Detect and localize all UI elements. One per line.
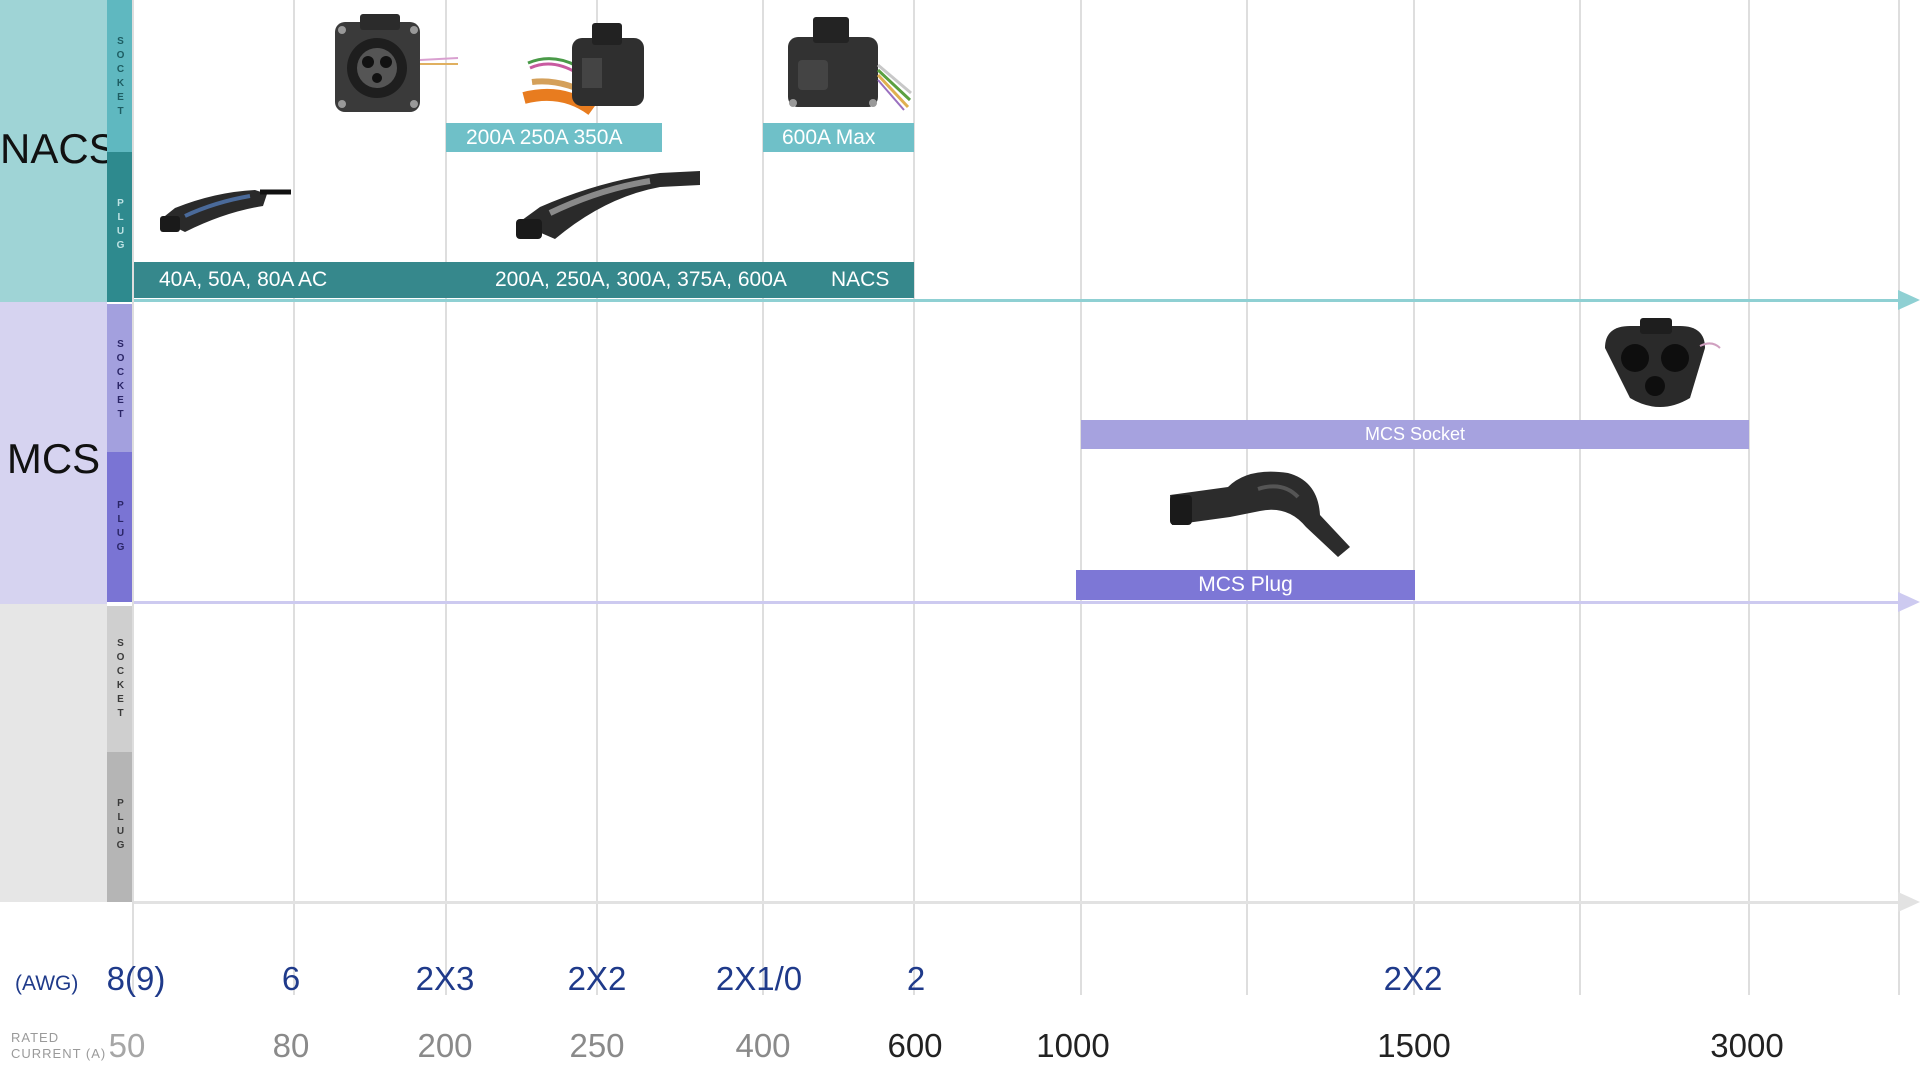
awg-tick-1: 6 — [281, 960, 301, 997]
nacs-socket-photo — [335, 14, 459, 112]
nacs-dc-plug-photo — [516, 171, 700, 239]
nacs-arrow-line — [134, 299, 1904, 302]
nacs-socket-bar-2: 600A Max — [763, 123, 914, 152]
nacs-band — [0, 0, 107, 302]
mcs-socket-photo — [1605, 318, 1721, 407]
gridline-80 — [293, 0, 295, 995]
awg-tick-0: 8(9) — [106, 960, 166, 997]
mcs-plug-tab — [107, 452, 134, 602]
nacs-dc-socket-photo — [522, 23, 644, 115]
nacs-plug-bar-label-1: 40A, 50A, 80A AC — [159, 268, 328, 291]
gridline-2000 — [1579, 0, 1581, 995]
awg-tick-4: 2X1/0 — [715, 960, 803, 997]
mcs-band — [0, 302, 107, 604]
gridline-1000 — [1080, 0, 1082, 995]
awg-axis-label: (AWG) — [15, 972, 79, 995]
nacs-600a-socket-photo — [788, 17, 912, 111]
gray-band — [0, 604, 107, 902]
gridline-200 — [445, 0, 447, 995]
mcs-socket-bar-label: MCS Socket — [1364, 424, 1466, 444]
awg-tick-3: 2X2 — [567, 960, 627, 997]
current-tick-1: 80 — [272, 1027, 310, 1064]
mcs-row-label: MCS — [6, 435, 101, 482]
gridline-250 — [596, 0, 598, 995]
nacs-socket-bar-1-label: 200A 250A 350A — [466, 126, 623, 149]
awg-tick-5: 2 — [906, 960, 926, 997]
nacs-row-label: NACS — [0, 125, 117, 172]
gridline-400 — [762, 0, 764, 995]
mcs-socket-tab — [107, 304, 134, 452]
current-tick-7: 1500 — [1377, 1027, 1451, 1064]
gridline-600 — [913, 0, 915, 995]
gray-plug-tab — [107, 752, 134, 902]
current-tick-5: 600 — [887, 1027, 943, 1064]
current-tick-3: 250 — [569, 1027, 625, 1064]
nacs-plug-bar: 40A, 50A, 80A AC 200A, 250A, 300A, 375A,… — [134, 262, 914, 298]
mcs-plug-bar-label: MCS Plug — [1198, 573, 1293, 596]
awg-tick-2: 2X3 — [415, 960, 475, 997]
nacs-plug-tab — [107, 152, 134, 302]
current-tick-0: 50 — [108, 1027, 146, 1064]
gridline-3000 — [1748, 0, 1750, 995]
gray-arrow-head — [1898, 892, 1920, 912]
mcs-plug-photo — [1170, 471, 1350, 557]
nacs-ac-plug-photo — [160, 189, 291, 232]
nacs-socket-bar-2-label: 600A Max — [782, 126, 876, 149]
current-tick-6: 1000 — [1036, 1027, 1110, 1064]
nacs-arrow-head — [1898, 290, 1920, 310]
gridline-end — [1898, 0, 1900, 995]
mcs-socket-bar: MCS Socket — [1081, 420, 1749, 449]
gridline-50 — [132, 0, 134, 995]
gridline-1500 — [1413, 0, 1415, 995]
current-axis-label-line1: RATED — [11, 1030, 60, 1045]
mcs-arrow-head — [1898, 592, 1920, 612]
gray-arrow-line — [134, 901, 1904, 904]
current-axis-label-line2: CURRENT (A) — [11, 1046, 107, 1061]
gray-socket-tab — [107, 606, 134, 752]
nacs-plug-bar-label-3: NACS — [831, 268, 890, 291]
awg-tick-6: 2X2 — [1383, 960, 1443, 997]
current-tick-2: 200 — [417, 1027, 473, 1064]
current-tick-8: 3000 — [1710, 1027, 1784, 1064]
nacs-plug-bar-label-2: 200A, 250A, 300A, 375A, 600A — [495, 268, 787, 291]
nacs-socket-bar-1: 200A 250A 350A — [446, 123, 662, 152]
mcs-arrow-line — [134, 601, 1904, 604]
mcs-plug-bar: MCS Plug — [1076, 570, 1415, 600]
current-tick-4: 400 — [735, 1027, 791, 1064]
nacs-socket-tab — [107, 0, 134, 152]
